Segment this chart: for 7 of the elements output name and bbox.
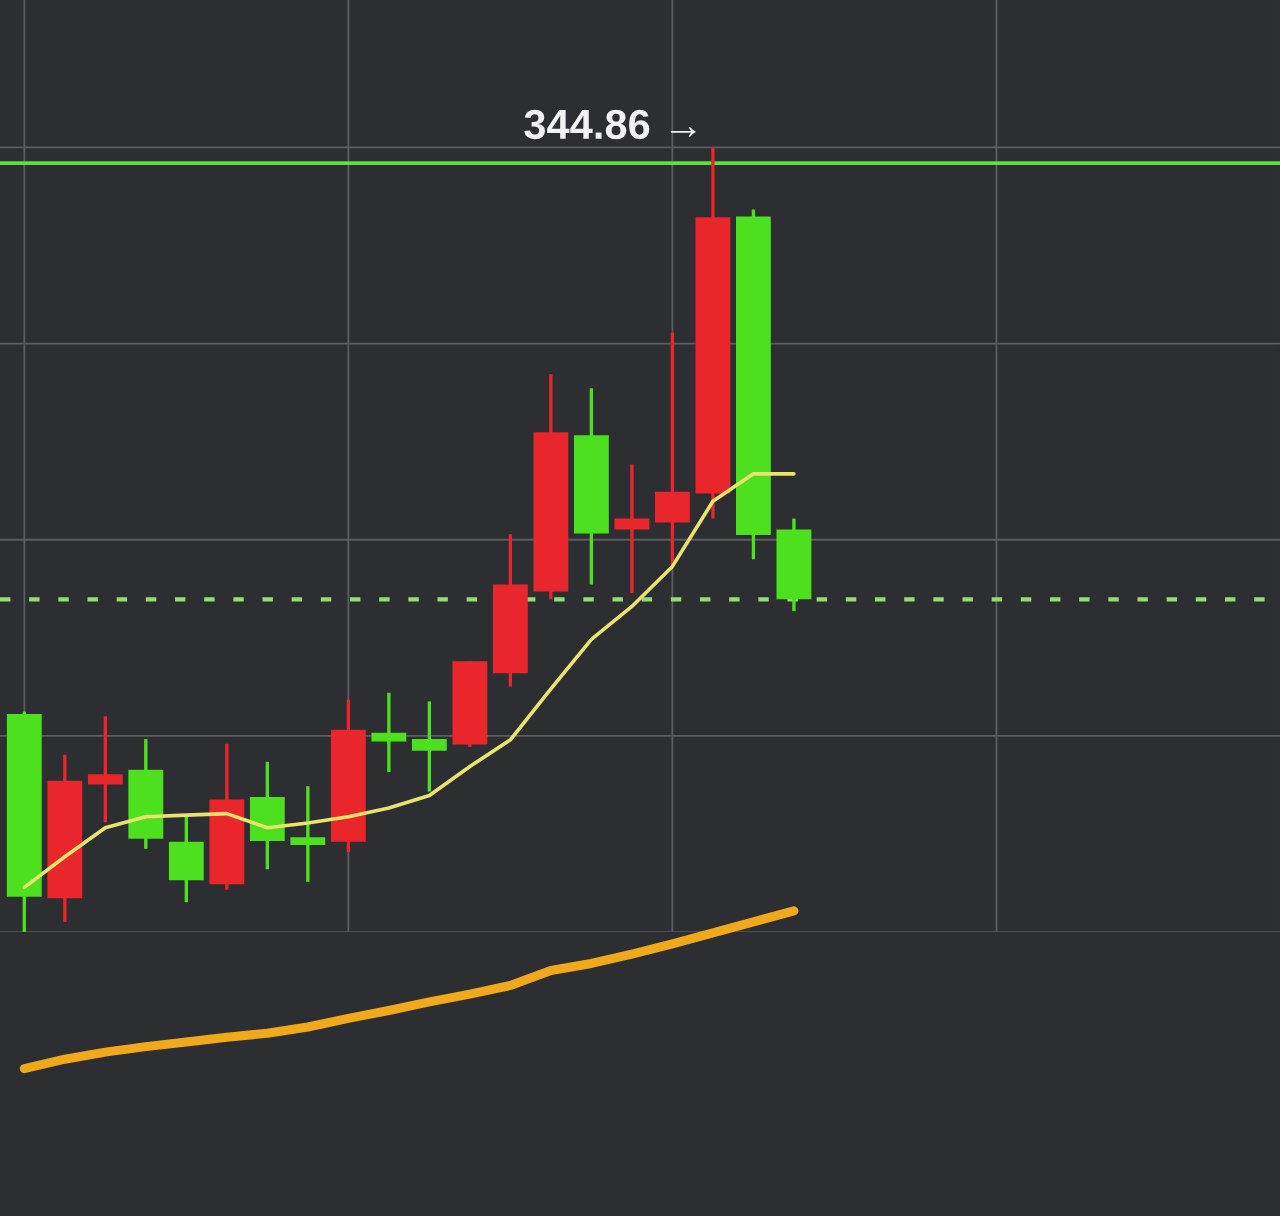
candlestick <box>87 716 123 823</box>
candlestick <box>411 701 447 792</box>
candlestick <box>654 332 690 567</box>
candlestick <box>614 464 650 595</box>
candlestick <box>290 786 326 882</box>
text: 344.86 → <box>524 109 696 140</box>
candlestick <box>371 692 407 772</box>
